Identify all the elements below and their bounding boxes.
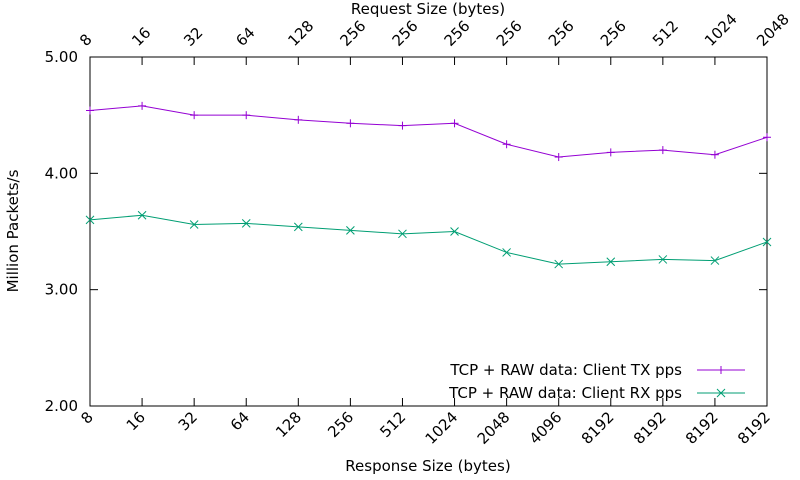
data-point (606, 257, 616, 267)
data-point (502, 248, 511, 257)
x2-tick-label: 32 (180, 24, 206, 50)
data-point (346, 225, 355, 235)
data-point (85, 215, 95, 225)
data-point (710, 256, 720, 265)
x-tick-label: 4096 (526, 408, 566, 448)
x2-tick-label: 256 (441, 17, 474, 50)
x-axis-title: Response Size (bytes) (345, 457, 510, 475)
x-tick-label: 1024 (422, 408, 462, 448)
x2-tick-label: 8 (76, 30, 95, 49)
data-point (189, 220, 199, 229)
plot-frame (89, 56, 768, 407)
legend: TCP + RAW data: Client TX pps TCP + RAW … (448, 361, 745, 402)
data-point (241, 219, 251, 228)
legend-label-tx: TCP + RAW data: Client TX pps (449, 361, 682, 379)
x-tick-label: 256 (324, 408, 357, 441)
data-point (554, 259, 564, 269)
x-tick-label: 8192 (630, 408, 670, 448)
x-tick-label: 8192 (682, 408, 722, 448)
data-point (398, 229, 407, 239)
data-point (293, 222, 303, 232)
x-tick-label: 64 (227, 408, 253, 434)
legend-label-rx: TCP + RAW data: Client RX pps (448, 384, 682, 402)
y-tick-label: 5.00 (45, 48, 78, 66)
x-tick-label: 16 (123, 408, 149, 434)
series-line-1 (89, 214, 768, 265)
x2-tick-label: 64 (232, 24, 258, 50)
x-tick-label: 128 (272, 408, 305, 441)
y-tick-label: 3.00 (45, 281, 78, 299)
x2-tick-label: 256 (597, 17, 630, 50)
data-point (450, 227, 459, 236)
x2-tick-label: 16 (128, 24, 154, 50)
series-layer (85, 101, 772, 269)
x2-tick-label: 256 (545, 17, 578, 50)
x2-tick-label: 1024 (701, 10, 741, 50)
y-tick-label: 2.00 (45, 397, 78, 415)
y-tick-label: 4.00 (45, 164, 78, 182)
x-tick-label: 32 (175, 408, 201, 434)
x2-tick-label: 256 (389, 17, 422, 50)
data-point (137, 210, 147, 220)
x-tick-label: 8192 (734, 408, 774, 448)
x-axis-bottom: 8 16 32 64 128 256 512 1024 2048 4096 8192 8192 8192… (77, 398, 774, 448)
x2-tick-label: 512 (649, 17, 682, 50)
y-axis: 2.00 3.00 4.00 5.00 (45, 48, 767, 415)
x-tick-label: 512 (376, 408, 409, 441)
series-line-0 (89, 105, 768, 158)
legend-swatches (697, 366, 745, 398)
x2-tick-label: 256 (493, 17, 526, 50)
x-tick-label: 8192 (578, 408, 618, 448)
x2-tick-label: 128 (284, 17, 317, 50)
x-tick-label: 2048 (474, 408, 514, 448)
y-axis-title: Million Packets/s (4, 169, 22, 292)
x2-tick-label: 256 (336, 17, 369, 50)
data-point (658, 255, 668, 264)
x2-tick-label: 2048 (753, 10, 793, 50)
x2-axis-title: Request Size (bytes) (351, 0, 505, 18)
data-point (716, 388, 726, 398)
x-tick-label: 8 (77, 408, 96, 427)
data-point (762, 237, 772, 247)
